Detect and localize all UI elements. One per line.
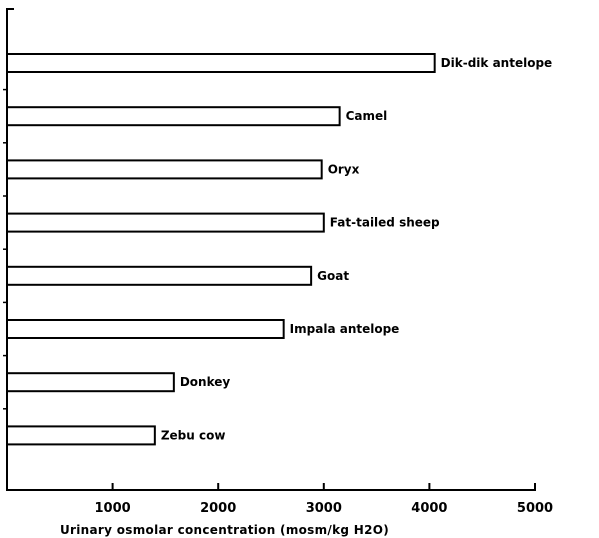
bars-group: Dik-dik antelope Camel Oryx Fat-tailed shee… — [6, 53, 553, 446]
bar-category-label: Zebu cow — [161, 428, 226, 442]
bar — [6, 53, 436, 73]
bar-category-label: Dik-dik antelope — [441, 56, 553, 70]
x-axis-ticks: 1000 2000 3000 4000 5000 — [95, 483, 553, 516]
bar — [6, 319, 285, 339]
x-tick-label: 2000 — [200, 501, 236, 516]
bar-category-label: Fat-tailed sheep — [330, 216, 440, 230]
bar — [6, 159, 323, 180]
bar-category-label: Camel — [346, 109, 388, 123]
bar-category-label: Impala antelope — [290, 322, 400, 336]
x-tick-label: 1000 — [95, 501, 131, 516]
x-tick-label: 3000 — [306, 501, 342, 516]
bar — [6, 372, 175, 393]
bar — [6, 212, 325, 233]
x-tick-label: 5000 — [517, 501, 553, 516]
bar — [6, 265, 313, 286]
bar-category-label: Oryx — [328, 162, 360, 176]
x-axis-title: Urinary osmolar concentration (mosm/kg H… — [60, 523, 389, 537]
bar-category-label: Donkey — [180, 375, 231, 389]
bar — [6, 106, 341, 127]
bar — [6, 425, 156, 446]
x-tick-label: 4000 — [411, 501, 447, 516]
bar-category-label: Goat — [317, 269, 349, 283]
y-axis-ticks — [3, 88, 7, 410]
